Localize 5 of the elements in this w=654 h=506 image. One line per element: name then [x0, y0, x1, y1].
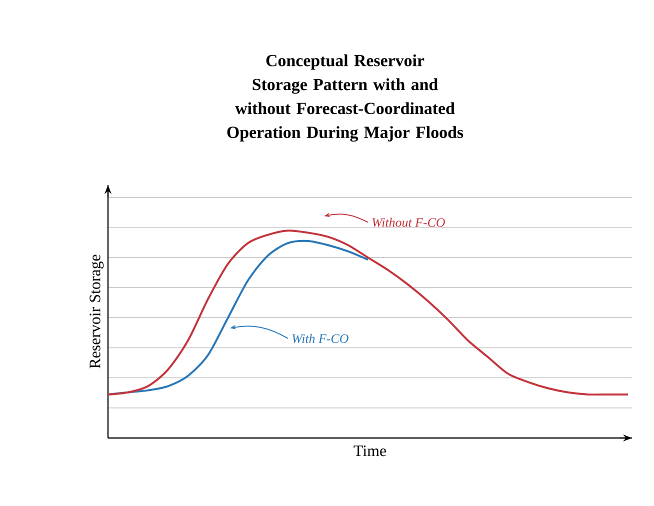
x-axis-title: Time: [354, 446, 386, 456]
chart-title: Conceptual Reservoir Storage Pattern with and without Forecast-Coordinated Operation During Major Floods: [227, 54, 464, 142]
legend-label: With F-CO: [292, 334, 348, 344]
y-axis-title: Reservoir Storage: [90, 254, 104, 368]
legend-label: Without F-CO: [372, 218, 445, 227]
